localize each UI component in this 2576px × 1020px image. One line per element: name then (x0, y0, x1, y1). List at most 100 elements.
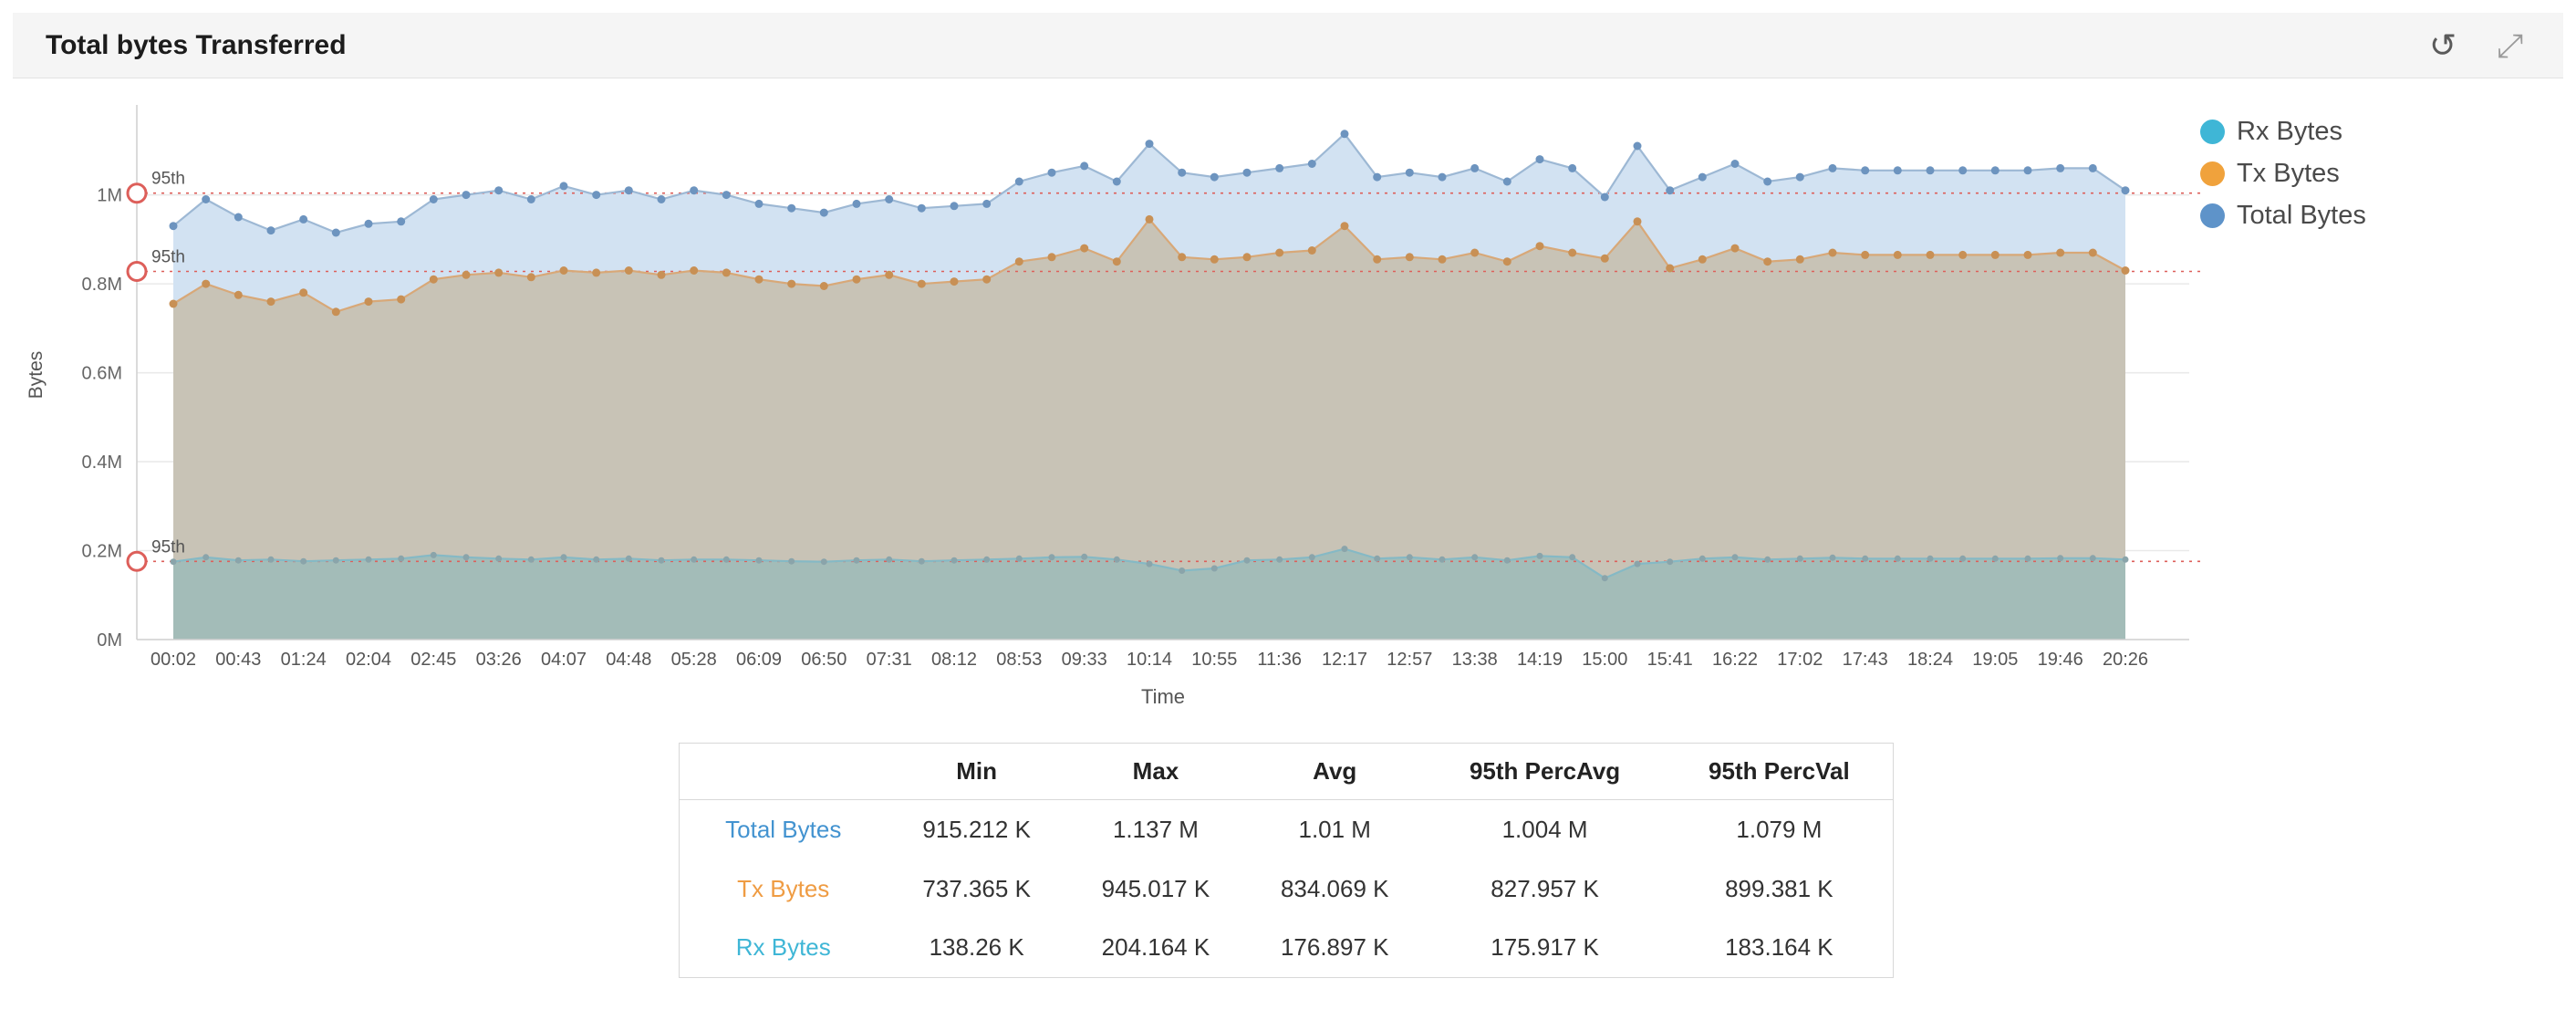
legend-item-rx-bytes[interactable]: Rx Bytes (2200, 117, 2366, 147)
data-point[interactable] (526, 273, 535, 282)
data-point[interactable] (917, 203, 926, 213)
data-point[interactable] (1958, 250, 1968, 259)
data-point[interactable] (429, 195, 438, 203)
data-point[interactable] (1698, 172, 1707, 182)
data-point[interactable] (1990, 250, 2000, 259)
data-point[interactable] (2121, 266, 2130, 275)
data-point[interactable] (1210, 255, 1219, 264)
data-point[interactable] (722, 556, 730, 563)
data-point[interactable] (2088, 163, 2097, 172)
data-point[interactable] (1569, 554, 1576, 561)
data-point[interactable] (2056, 248, 2065, 257)
data-point[interactable] (754, 275, 763, 284)
data-point[interactable] (1145, 140, 1154, 149)
data-point[interactable] (918, 557, 925, 565)
data-point[interactable] (1862, 555, 1869, 562)
data-point[interactable] (982, 275, 992, 284)
data-point[interactable] (1633, 217, 1642, 226)
data-point[interactable] (1795, 172, 1804, 182)
data-point[interactable] (1210, 172, 1219, 182)
data-point[interactable] (266, 297, 275, 307)
data-point[interactable] (560, 554, 567, 561)
data-point[interactable] (1438, 172, 1447, 182)
data-point[interactable] (820, 558, 827, 566)
legend-item-total-bytes[interactable]: Total Bytes (2200, 201, 2366, 231)
data-point[interactable] (332, 557, 339, 564)
data-point[interactable] (1307, 160, 1316, 168)
data-point[interactable] (788, 557, 795, 565)
data-point[interactable] (624, 186, 633, 195)
data-point[interactable] (1894, 555, 1901, 562)
chart-canvas[interactable]: 0M 0.2M 0.4M 0.6M 0.8M 1M 95th 95th 95th 00:02 00:… (0, 87, 2576, 725)
data-point[interactable] (2057, 555, 2064, 562)
data-point[interactable] (1113, 556, 1120, 563)
data-point[interactable] (1764, 556, 1771, 563)
data-point[interactable] (1438, 255, 1447, 264)
data-point[interactable] (2024, 555, 2031, 562)
data-point[interactable] (690, 186, 699, 195)
data-point[interactable] (364, 219, 373, 228)
data-point[interactable] (1763, 257, 1772, 266)
data-point[interactable] (1406, 554, 1413, 561)
data-point[interactable] (331, 228, 340, 237)
data-point[interactable] (1275, 248, 1284, 257)
data-point[interactable] (1373, 255, 1382, 264)
data-point[interactable] (1112, 257, 1121, 266)
data-point[interactable] (852, 275, 861, 284)
data-point[interactable] (1080, 244, 1089, 253)
data-point[interactable] (527, 556, 535, 563)
data-point[interactable] (429, 275, 438, 284)
data-point[interactable] (559, 266, 568, 275)
data-point[interactable] (2056, 163, 2065, 172)
data-point[interactable] (658, 557, 665, 564)
data-point[interactable] (202, 279, 211, 288)
legend-item-tx-bytes[interactable]: Tx Bytes (2200, 159, 2366, 189)
data-point[interactable] (1470, 248, 1480, 257)
data-point[interactable] (1893, 166, 1902, 175)
data-point[interactable] (886, 556, 893, 563)
data-point[interactable] (267, 556, 275, 563)
data-point[interactable] (1081, 553, 1088, 560)
data-point[interactable] (787, 203, 796, 213)
data-point[interactable] (1014, 257, 1023, 266)
data-point[interactable] (1080, 161, 1089, 171)
data-point[interactable] (1795, 255, 1804, 264)
data-point[interactable] (397, 217, 406, 226)
data-point[interactable] (1112, 177, 1121, 186)
data-point[interactable] (169, 299, 178, 308)
data-point[interactable] (2089, 555, 2096, 562)
data-point[interactable] (853, 557, 860, 564)
data-point[interactable] (1502, 177, 1511, 186)
data-point[interactable] (1927, 555, 1934, 562)
data-point[interactable] (1666, 186, 1675, 195)
data-point[interactable] (1243, 557, 1251, 564)
data-point[interactable] (852, 199, 861, 208)
data-point[interactable] (1828, 163, 1837, 172)
data-point[interactable] (1047, 168, 1056, 177)
data-point[interactable] (819, 282, 828, 290)
data-point[interactable] (202, 195, 211, 203)
data-point[interactable] (170, 558, 177, 566)
data-point[interactable] (1829, 554, 1836, 561)
data-point[interactable] (2121, 186, 2130, 195)
series-link-total-bytes[interactable]: Total Bytes (725, 815, 842, 843)
data-point[interactable] (559, 182, 568, 191)
data-point[interactable] (1179, 567, 1186, 574)
data-point[interactable] (1600, 193, 1609, 202)
data-point[interactable] (1307, 246, 1316, 255)
data-point[interactable] (1763, 177, 1772, 186)
data-point[interactable] (2088, 248, 2097, 257)
data-point[interactable] (593, 556, 600, 563)
data-point[interactable] (1926, 166, 1935, 175)
data-point[interactable] (1405, 253, 1414, 262)
data-point[interactable] (1340, 222, 1349, 231)
data-point[interactable] (1568, 248, 1577, 257)
data-point[interactable] (1568, 163, 1577, 172)
data-point[interactable] (1178, 253, 1187, 262)
data-point[interactable] (397, 295, 406, 304)
data-point[interactable] (1667, 558, 1674, 566)
data-point[interactable] (430, 551, 437, 558)
data-point[interactable] (1535, 155, 1544, 164)
data-point[interactable] (1503, 557, 1511, 564)
data-point[interactable] (1015, 555, 1023, 562)
